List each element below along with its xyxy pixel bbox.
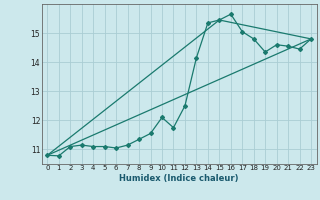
X-axis label: Humidex (Indice chaleur): Humidex (Indice chaleur) <box>119 174 239 183</box>
